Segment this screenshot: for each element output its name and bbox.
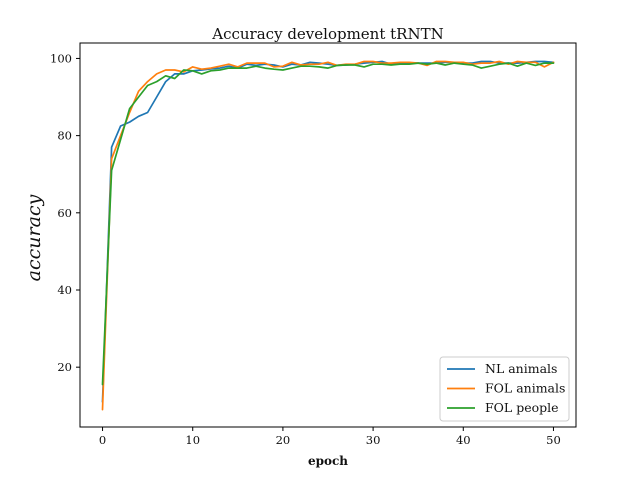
axes-frame <box>79 42 577 428</box>
y-axis: 20 40 60 80 100 <box>50 51 80 374</box>
y-tick-label: 80 <box>57 129 72 143</box>
x-axis: 0 10 20 30 40 50 <box>99 427 561 447</box>
x-axis-label: epoch <box>308 454 348 468</box>
x-tick-label: 10 <box>185 433 200 447</box>
series-line-1 <box>101 60 555 403</box>
y-tick-label: 60 <box>57 206 72 220</box>
x-tick-label: 40 <box>456 433 471 447</box>
legend-label-3: FOL people <box>485 400 559 415</box>
chart-title: Accuracy development tRNTN <box>211 25 443 43</box>
series-line-2 <box>101 60 555 411</box>
y-tick-label: 20 <box>57 360 72 374</box>
x-tick-label: 50 <box>546 433 561 447</box>
legend: NL animals FOL animals FOL people <box>439 356 570 422</box>
x-tick-label: 30 <box>366 433 381 447</box>
y-tick-label: 40 <box>57 283 72 297</box>
series-group <box>101 60 555 411</box>
legend-frame <box>439 356 570 422</box>
y-tick-label: 100 <box>50 51 72 65</box>
legend-label-2: FOL animals <box>485 381 565 396</box>
x-tick-label: 20 <box>276 433 291 447</box>
series-line-3 <box>101 62 555 386</box>
legend-label-1: NL animals <box>485 361 557 376</box>
y-axis-label: accuracy <box>23 194 45 281</box>
x-tick-label: 0 <box>99 433 106 447</box>
